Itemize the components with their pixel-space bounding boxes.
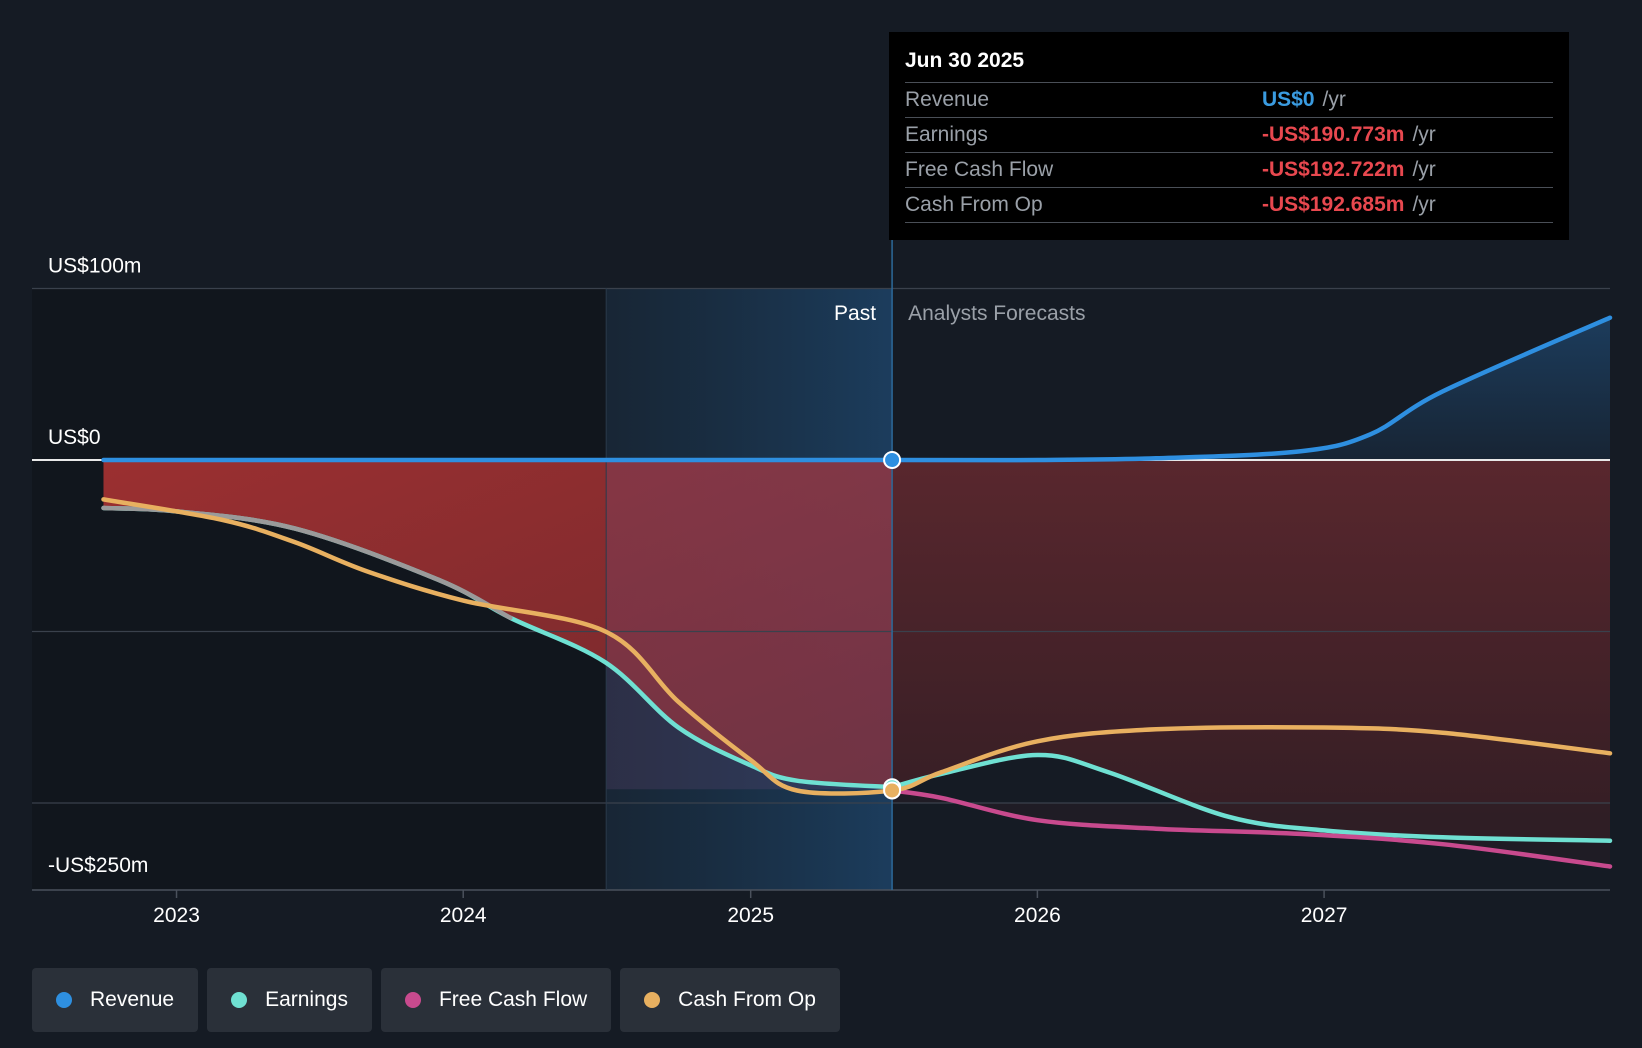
tooltip-label: Cash From Op [905,193,1043,216]
x-tick-label: 2025 [727,904,774,927]
revenue-marker [883,451,902,469]
tooltip-row-free-cash-flow: Free Cash Flow -US$192.722m /yr [905,153,1553,188]
tooltip-row-earnings: Earnings -US$190.773m /yr [905,118,1553,153]
tooltip: Jun 30 2025 Revenue US$0 /yr Earnings -U… [889,32,1569,240]
tooltip-unit: /yr [1412,158,1436,181]
tooltip-value: -US$192.722m [1262,158,1405,181]
legend-label: Revenue [90,988,175,1011]
legend-label: Cash From Op [678,988,816,1011]
revenue-line [101,315,1613,463]
y-tick-label: -US$250m [48,854,148,877]
revenue-forecast-area [892,317,1610,461]
tooltip-row-cash-from-op: Cash From Op -US$192.685m /yr [905,188,1553,223]
free-cash-flow-line [889,788,1613,869]
fcf-forecast-area [892,790,1610,867]
forecast-label: Analysts Forecasts [908,302,1085,325]
earnings-line-forecast [889,752,1613,843]
tooltip-label: Revenue [905,88,990,111]
cash-from-op-marker [883,781,902,800]
x-tick-label: 2027 [1301,904,1348,927]
earnings-past-area [103,460,893,788]
x-tick-label: 2023 [153,904,200,927]
tooltip-value: -US$190.773m [1262,123,1405,146]
y-tick-label: US$0 [48,426,101,449]
tooltip-label: Free Cash Flow [905,158,1054,181]
past-label: Past [834,302,876,325]
revenue-dot-icon [56,992,72,1008]
legend-item-free-cash-flow[interactable]: Free Cash Flow [380,968,612,1032]
x-tick-label: 2026 [1014,904,1061,927]
tooltip-label: Earnings [905,123,988,146]
free-cash-flow-dot-icon [404,992,421,1008]
tooltip-row-revenue: Revenue US$0 /yr [905,83,1553,118]
tooltip-unit: /yr [1412,193,1436,216]
legend-label: Earnings [265,988,348,1011]
earnings-dot-icon [231,992,248,1008]
legend-item-cash-from-op[interactable]: Cash From Op [620,968,840,1032]
tooltip-date: Jun 30 2025 [905,46,1553,83]
legend: Revenue Earnings Free Cash Flow Cash Fro… [32,968,840,1032]
tooltip-value: US$0 [1262,88,1315,111]
tooltip-unit: /yr [1322,88,1346,111]
tooltip-value: -US$192.685m [1262,193,1405,216]
legend-item-earnings[interactable]: Earnings [207,968,372,1032]
legend-label: Free Cash Flow [438,988,588,1011]
legend-item-revenue[interactable]: Revenue [32,968,199,1032]
x-tick-label: 2024 [440,904,487,927]
cash-from-op-line [101,497,1613,796]
tooltip-unit: /yr [1412,123,1436,146]
highlight-overlay [606,460,893,790]
cash-from-op-dot-icon [644,992,661,1008]
earnings-forecast-area [892,460,1610,841]
y-tick-label: US$100m [48,255,141,278]
